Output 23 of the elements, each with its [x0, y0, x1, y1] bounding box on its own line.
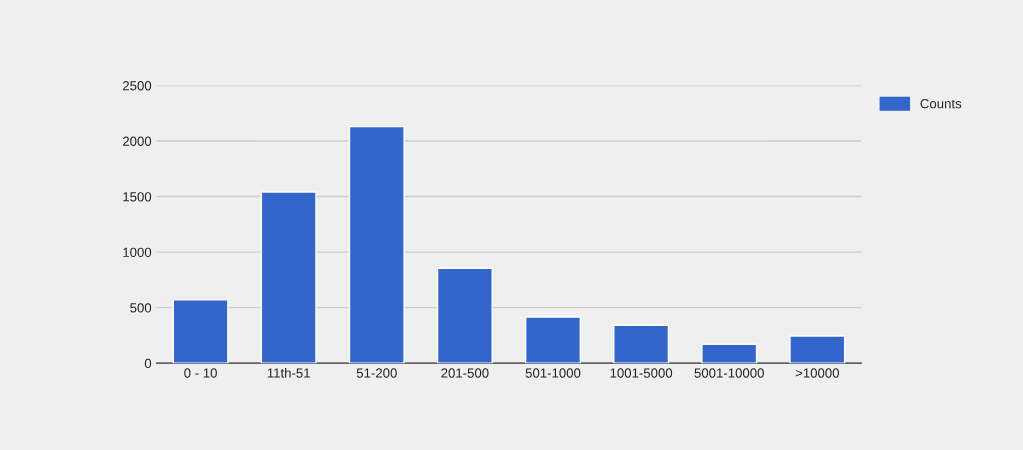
- x-tick-label: 201-500: [441, 368, 489, 378]
- y-tick-label: 1000: [123, 247, 152, 257]
- bar: [701, 343, 758, 364]
- x-tick-label: 5001-10000: [694, 368, 764, 378]
- y-tick-label: 0: [144, 358, 152, 369]
- x-tick-label: 51-200: [356, 368, 397, 378]
- bar: [436, 267, 493, 364]
- y-tick-label: 500: [130, 303, 152, 313]
- bar: [172, 299, 229, 364]
- y-tick-label: 2000: [122, 136, 152, 146]
- bar: [348, 125, 405, 364]
- x-tick-label: >10000: [795, 368, 839, 378]
- bar: [789, 335, 846, 364]
- bar: [613, 324, 670, 364]
- legend-label: Counts: [920, 98, 962, 109]
- x-tick-label: 1001-5000: [610, 368, 673, 378]
- x-tick-label: 0 - 10: [184, 368, 217, 378]
- bar: [260, 191, 317, 364]
- y-tick-label: 1500: [123, 192, 152, 202]
- y-tick-label: 2500: [122, 81, 152, 91]
- bar: [524, 316, 582, 364]
- x-tick-label: 501-1000: [525, 368, 581, 378]
- x-tick-label: 11th-51: [267, 368, 310, 378]
